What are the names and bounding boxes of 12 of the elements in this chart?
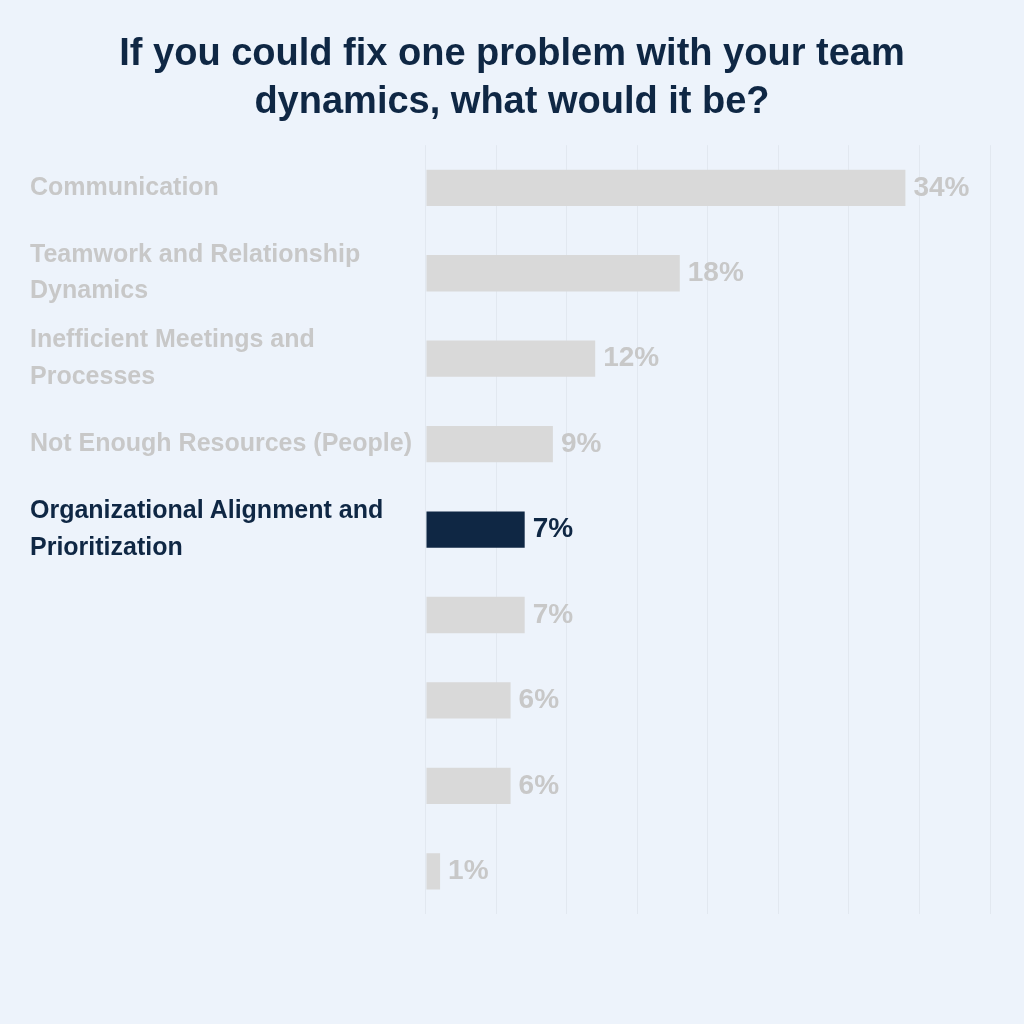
bar (426, 255, 680, 292)
bar (426, 682, 511, 719)
data-label: 7% (532, 512, 574, 544)
chart-title: If you could fix one problem with your team dynamics, what would it be? (118, 30, 906, 123)
bar (426, 596, 525, 634)
bar (426, 853, 441, 890)
bar (426, 425, 553, 463)
y-tick-label: Organizational Alignment and Prioritization (30, 495, 384, 560)
bar (426, 340, 596, 377)
bar (426, 767, 511, 805)
bar (426, 511, 525, 548)
bar (426, 169, 906, 206)
